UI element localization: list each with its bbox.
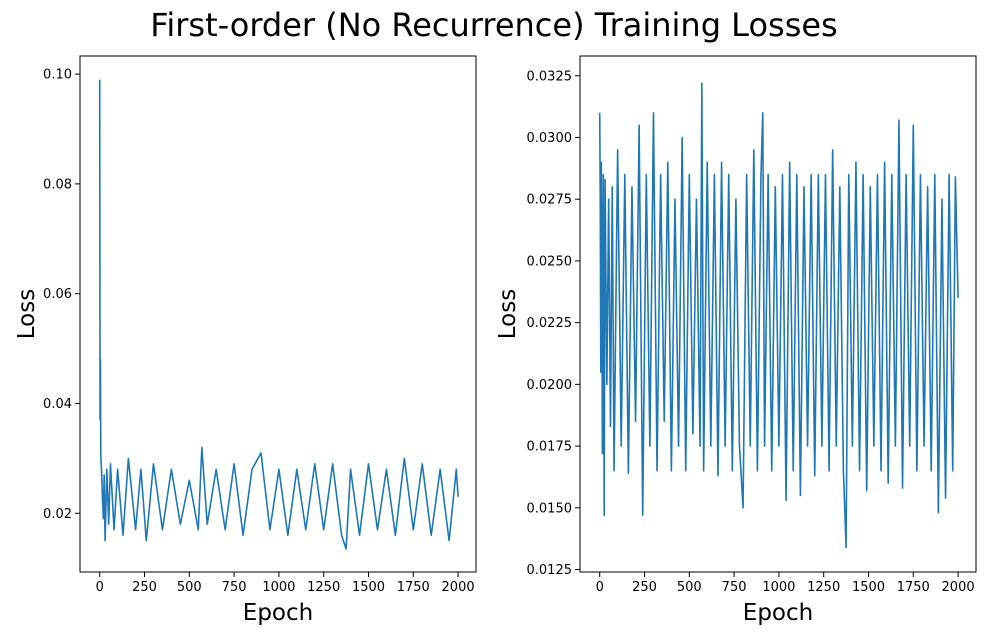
left-y-tick-label: 0.08	[43, 177, 72, 192]
right-x-tick-label: 1750	[897, 580, 930, 595]
right-x-tick-label: 1250	[807, 580, 840, 595]
right-x-tick-label: 1000	[762, 580, 795, 595]
right-y-tick-label: 0.0300	[527, 131, 573, 146]
right-x-tick-label: 500	[677, 580, 702, 595]
left-y-axis-label: Loss	[14, 289, 40, 339]
right-loss-line	[598, 82, 959, 549]
right-y-tick-label: 0.0150	[527, 501, 573, 516]
right-y-tick-label: 0.0175	[527, 440, 573, 455]
left-x-axis-label: Epoch	[243, 600, 313, 626]
right-x-tick-label: 750	[722, 580, 747, 595]
right-y-tick-label: 0.0225	[527, 316, 573, 331]
left-y-tick-label: 0.02	[43, 507, 72, 522]
figure-title: First-order (No Recurrence) Training Los…	[150, 6, 837, 44]
right-loss-chart: 0 250 500 750 1000 1250 1500 1750 2000 0.0125 0.01…	[495, 55, 977, 626]
left-y-tick-label: 0.06	[43, 287, 72, 302]
right-x-axis-label: Epoch	[743, 600, 813, 626]
left-x-tick-label: 250	[132, 580, 157, 595]
right-y-tick-label: 0.0325	[527, 69, 573, 84]
right-axes-frame	[579, 55, 977, 573]
right-y-axis-label: Loss	[495, 289, 521, 339]
right-y-tick-label: 0.0200	[527, 378, 573, 393]
left-x-tick-label: 1500	[352, 580, 385, 595]
right-y-tick-label: 0.0125	[527, 563, 573, 578]
left-y-tick-label: 0.10	[43, 68, 72, 83]
left-x-tick-label: 750	[222, 580, 247, 595]
right-x-tick-label: 2000	[942, 580, 975, 595]
left-x-tick-label: 0	[96, 580, 104, 595]
right-x-tick-label: 1500	[852, 580, 885, 595]
left-loss-line	[98, 79, 459, 550]
right-x-tick-label: 0	[596, 580, 604, 595]
left-y-tick-label: 0.04	[43, 397, 72, 412]
right-x-tick-label: 250	[632, 580, 657, 595]
left-x-tick-label: 1250	[307, 580, 340, 595]
left-x-tick-label: 2000	[442, 580, 475, 595]
left-axes-frame	[79, 55, 477, 573]
left-x-tick-label: 500	[177, 580, 202, 595]
right-y-tick-label: 0.0250	[527, 254, 573, 269]
left-x-tick-label: 1750	[397, 580, 430, 595]
right-y-tick-label: 0.0275	[527, 193, 573, 208]
left-loss-chart: 0 250 500 750 1000 1250 1500 1750 2000 0.02 0.04 0.…	[14, 55, 477, 626]
left-x-tick-label: 1000	[262, 580, 295, 595]
